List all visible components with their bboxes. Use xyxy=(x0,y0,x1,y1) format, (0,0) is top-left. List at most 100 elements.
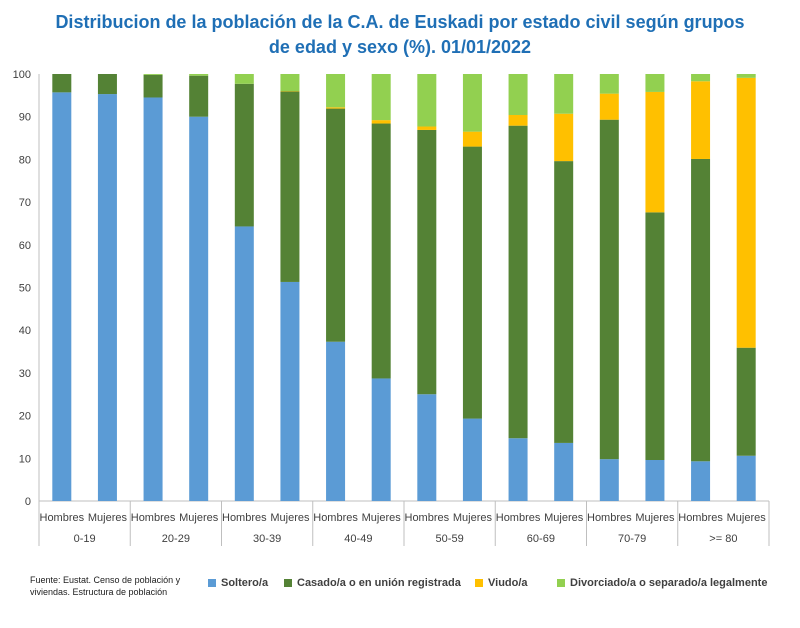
bar-segment-viudo xyxy=(691,81,711,159)
bar-segment-viudo xyxy=(736,77,756,348)
bar-segment-divorciado xyxy=(234,74,254,84)
legend-item-soltero: Soltero/a xyxy=(208,577,268,589)
x-sex-label: Mujeres xyxy=(635,512,675,524)
bar-segment-soltero xyxy=(645,460,665,501)
x-sex-label: Hombres xyxy=(40,512,85,524)
legend-label-soltero: Soltero/a xyxy=(221,577,269,589)
y-tick-label: 40 xyxy=(19,325,31,337)
bar-segment-soltero xyxy=(280,281,300,501)
x-group-label: 30-39 xyxy=(253,533,281,545)
bar-segment-casado xyxy=(462,146,482,419)
legend-item-casado: Casado/a o en unión registrada xyxy=(284,577,461,589)
bar-segment-soltero xyxy=(599,459,619,501)
bar-segment-soltero xyxy=(52,92,72,502)
y-tick-label: 70 xyxy=(19,197,31,209)
x-sex-label: Mujeres xyxy=(179,512,219,524)
y-tick-label: 10 xyxy=(19,453,31,465)
bar-segment-divorciado xyxy=(645,74,665,92)
bar-segment-divorciado xyxy=(599,74,619,94)
bar-segment-casado xyxy=(417,129,437,395)
legend-swatch-divorciado xyxy=(557,579,565,587)
bar-segment-casado xyxy=(97,74,117,95)
bar-segment-soltero xyxy=(736,455,756,501)
bar-segment-divorciado xyxy=(326,74,346,108)
legend-item-divorciado: Divorciado/a o separado/a legalmente xyxy=(557,577,767,589)
bar-segment-viudo xyxy=(599,93,619,120)
bar-segment-viudo xyxy=(371,120,391,124)
legend-swatch-soltero xyxy=(208,579,216,587)
bar-segment-viudo xyxy=(326,107,346,109)
bar-segment-divorciado xyxy=(508,74,528,115)
x-group-label: 40-49 xyxy=(344,533,372,545)
bar-segment-divorciado xyxy=(280,74,300,92)
bar-segment-viudo xyxy=(462,131,482,147)
bar-segment-divorciado xyxy=(189,74,209,76)
bar-segment-casado xyxy=(691,158,711,462)
x-sex-label: Hombres xyxy=(496,512,541,524)
x-group-label: 50-59 xyxy=(436,533,464,545)
bar-segment-viudo xyxy=(508,114,528,126)
legend-swatch-casado xyxy=(284,579,292,587)
bar-segment-casado xyxy=(189,75,209,117)
x-group-label: 20-29 xyxy=(162,533,190,545)
x-sex-label: Hombres xyxy=(313,512,358,524)
x-group-label: 70-79 xyxy=(618,533,646,545)
bar-segment-casado xyxy=(554,161,574,443)
x-sex-label: Mujeres xyxy=(270,512,310,524)
y-tick-label: 60 xyxy=(19,240,31,252)
y-tick-label: 20 xyxy=(19,411,31,423)
y-tick-label: 90 xyxy=(19,112,31,124)
bar-segment-casado xyxy=(326,108,346,342)
legend-item-viudo: Viudo/a xyxy=(475,577,528,589)
bar-segment-casado xyxy=(143,74,163,98)
x-sex-label: Mujeres xyxy=(362,512,402,524)
bar-segment-divorciado xyxy=(736,74,756,78)
bar-segment-casado xyxy=(736,347,756,456)
bar-segment-viudo xyxy=(554,113,574,162)
legend-swatch-viudo xyxy=(475,579,483,587)
bar-segment-soltero xyxy=(326,341,346,501)
bar-segment-casado xyxy=(52,74,72,93)
legend-label-viudo: Viudo/a xyxy=(488,577,528,589)
legend-label-divorciado: Divorciado/a o separado/a legalmente xyxy=(570,577,768,589)
x-sex-label: Hombres xyxy=(222,512,267,524)
bar-segment-soltero xyxy=(143,97,163,502)
y-tick-label: 50 xyxy=(19,283,31,295)
chart-title-line-1: Distribucion de la población de la C.A. … xyxy=(55,12,745,32)
legend-label-casado: Casado/a o en unión registrada xyxy=(297,577,461,589)
x-sex-label: Hombres xyxy=(131,512,176,524)
bar-segment-soltero xyxy=(371,378,391,501)
bar-segment-divorciado xyxy=(554,74,574,114)
bar-segment-casado xyxy=(645,212,665,461)
x-group-label: 0-19 xyxy=(74,533,96,545)
x-sex-label: Mujeres xyxy=(544,512,584,524)
source-note: Fuente: Eustat. Censo de población y viv… xyxy=(30,575,181,597)
chart-title-line-2: de edad y sexo (%). 01/01/2022 xyxy=(268,37,532,57)
bar-segment-soltero xyxy=(97,94,117,501)
bar-segment-soltero xyxy=(554,442,574,501)
bar-segment-soltero xyxy=(417,394,437,501)
bar-segment-divorciado xyxy=(691,74,711,82)
bar-segment-divorciado xyxy=(417,74,437,127)
x-sex-label: Hombres xyxy=(678,512,723,524)
bar-segment-soltero xyxy=(462,418,482,501)
bar-segment-casado xyxy=(280,91,300,282)
y-tick-label: 0 xyxy=(25,496,31,508)
x-sex-label: Mujeres xyxy=(727,512,767,524)
x-sex-label: Hombres xyxy=(587,512,632,524)
bar-segment-soltero xyxy=(691,461,711,501)
bar-segment-casado xyxy=(508,125,528,439)
bar-segment-casado xyxy=(234,83,254,227)
bar-segment-soltero xyxy=(189,116,209,501)
bar-segment-casado xyxy=(371,123,391,379)
bar-segment-divorciado xyxy=(371,74,391,121)
bar-segment-viudo xyxy=(417,126,437,130)
x-sex-label: Hombres xyxy=(405,512,450,524)
bar-segment-casado xyxy=(599,119,619,460)
bar-segment-divorciado xyxy=(143,74,163,75)
bar-segment-soltero xyxy=(234,226,254,501)
bar-segment-soltero xyxy=(508,438,528,501)
x-sex-label: Mujeres xyxy=(453,512,493,524)
